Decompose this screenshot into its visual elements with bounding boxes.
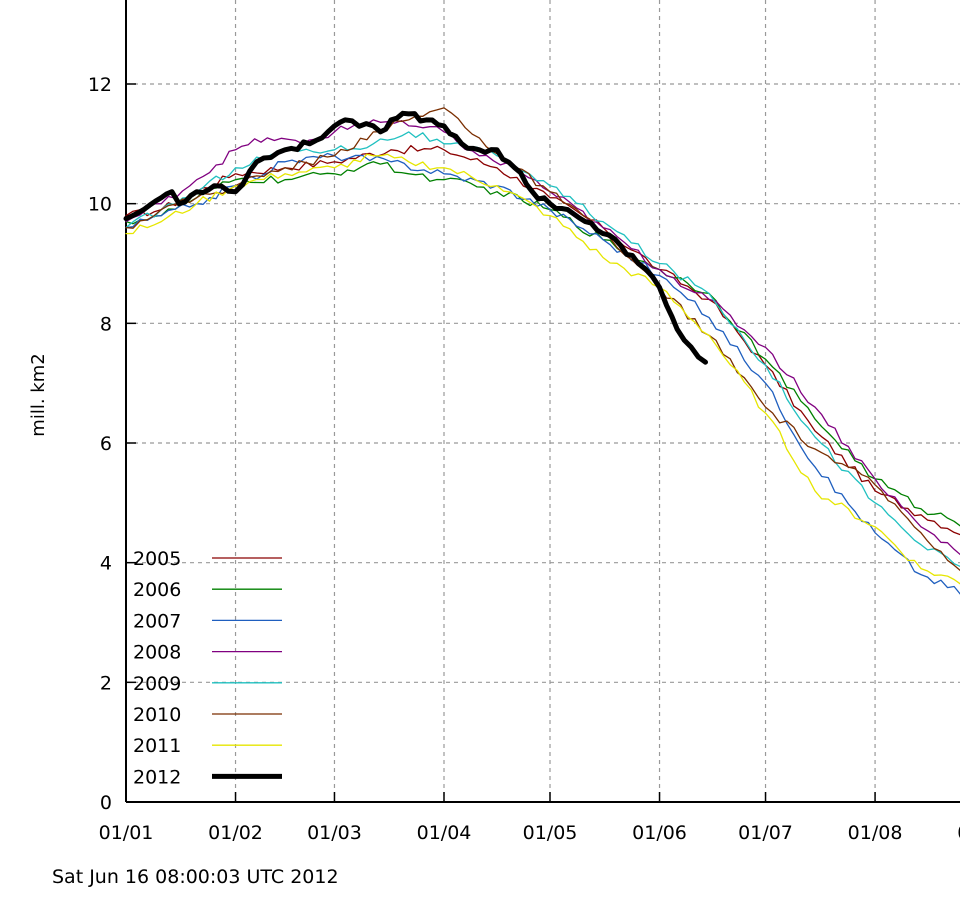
x-tick-label: 01/02 (208, 822, 263, 844)
x-tick-label: 01/05 (523, 822, 578, 844)
y-tick-label: 12 (88, 74, 112, 96)
legend-label-2010: 2010 (133, 704, 181, 726)
legend-label-2007: 2007 (133, 610, 181, 632)
y-tick-label: 6 (100, 433, 112, 455)
x-tick-label: 01/01 (99, 822, 154, 844)
y-tick-label: 2 (100, 672, 112, 694)
legend-label-2009: 2009 (133, 673, 181, 695)
legend-label-2012: 2012 (133, 766, 181, 788)
series-line-2006 (125, 161, 960, 527)
legend-label-2011: 2011 (133, 735, 181, 757)
x-tick-label: 01/09 (957, 822, 960, 844)
x-tick-label: 01/08 (848, 822, 903, 844)
grid-lines (126, 0, 960, 802)
x-tick-label: 01/03 (307, 822, 362, 844)
legend-label-2008: 2008 (133, 642, 181, 664)
y-tick-label: 0 (100, 792, 112, 814)
y-axis-label: mill. km2 (28, 353, 49, 436)
series-line-2011 (125, 153, 960, 585)
series-line-2007 (125, 152, 960, 595)
y-tick-label: 10 (88, 194, 112, 216)
series-line-2005 (125, 144, 960, 536)
legend: 2005 2006 2007 2008 2009 2010 2011 2012 (133, 548, 282, 788)
series-line-2012 (123, 110, 708, 365)
timestamp-footer: Sat Jun 16 08:00:03 UTC 2012 (52, 866, 339, 888)
series-lines (123, 107, 960, 595)
y-tick-label: 4 (100, 553, 112, 575)
series-line-2010 (125, 107, 960, 572)
x-tick-label: 01/06 (632, 822, 687, 844)
x-tick-label: 01/04 (417, 822, 472, 844)
legend-label-2005: 2005 (133, 548, 181, 570)
axes: 0 2 4 6 8 10 12 01/01 01/02 01/03 01/04 01/05 01/06 0… (88, 0, 960, 844)
x-tick-label: 01/07 (738, 822, 793, 844)
y-tick-label: 8 (100, 313, 112, 335)
legend-label-2006: 2006 (133, 579, 181, 601)
